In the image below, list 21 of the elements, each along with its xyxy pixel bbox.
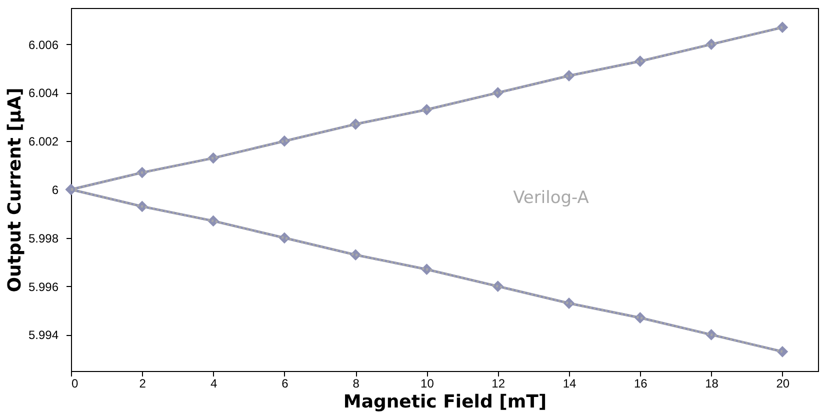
- x-tick-label: 14: [562, 376, 576, 390]
- x-tick-label: 2: [139, 376, 146, 390]
- y-tick-label: 6.004: [28, 86, 59, 100]
- x-tick-label: 0: [72, 376, 78, 390]
- x-tick-label: 12: [492, 376, 506, 390]
- y-tick-label: 5.994: [28, 328, 59, 342]
- x-tick-label: 6: [282, 376, 289, 390]
- y-tick-label: 5.998: [28, 231, 59, 246]
- x-tick-label: 4: [210, 376, 218, 390]
- x-tick-label: 20: [776, 376, 790, 390]
- y-tick-label: 6.002: [28, 134, 59, 149]
- y-tick-label: 6.006: [28, 38, 59, 52]
- x-tick-label: 18: [705, 376, 719, 390]
- y-tick-label: 6: [52, 183, 59, 197]
- y-axis-title: Output Current [µA]: [4, 88, 26, 292]
- annotation: Verilog-A: [513, 188, 590, 208]
- x-axis-title: Magnetic Field [mT]: [343, 392, 547, 412]
- x-tick-label: 10: [420, 376, 434, 390]
- x-tick-label: 8: [352, 376, 360, 390]
- y-tick-label: 5.996: [28, 280, 59, 294]
- x-tick-label: 16: [634, 376, 648, 390]
